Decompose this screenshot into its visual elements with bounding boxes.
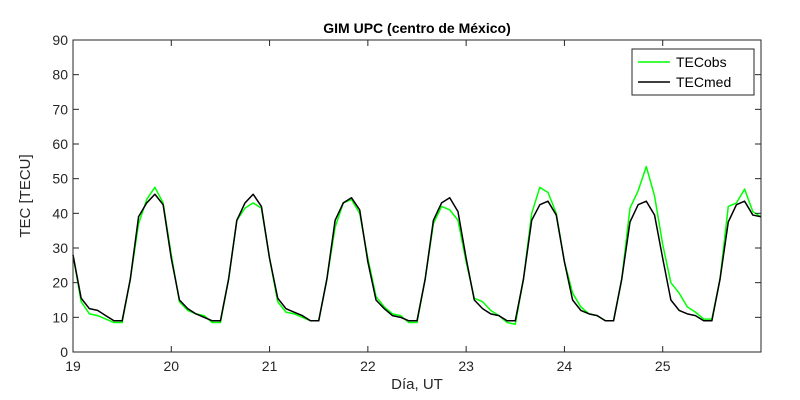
y-tick-label: 40 xyxy=(52,205,68,221)
y-tick-label: 70 xyxy=(52,101,68,117)
legend-box xyxy=(631,48,755,96)
plot-border xyxy=(72,39,762,353)
y-tick-label: 50 xyxy=(52,171,68,187)
legend: TECobs TECmed xyxy=(631,48,755,96)
y-tick-label: 30 xyxy=(52,240,68,256)
x-axis-title: Día, UT xyxy=(391,376,443,393)
y-tick-label: 0 xyxy=(60,344,68,360)
y-tick-label: 90 xyxy=(52,32,68,48)
y-tick-label: 60 xyxy=(52,136,68,152)
x-tick-label: 19 xyxy=(65,358,81,374)
series-line-tecobs xyxy=(72,165,762,326)
chart-title: GIM UPC (centro de México) xyxy=(323,20,510,36)
x-tick-label: 21 xyxy=(262,358,278,374)
x-tick-label: 24 xyxy=(557,358,573,374)
x-tick-label: 22 xyxy=(360,358,376,374)
y-tick-label: 20 xyxy=(52,275,68,291)
y-axis-title: TEC [TECU] xyxy=(17,154,34,237)
y-tick-label: 80 xyxy=(52,67,68,83)
y-tick-label: 10 xyxy=(52,309,68,325)
y-axis: 0 10 20 30 40 50 60 70 80 90 xyxy=(52,32,761,360)
x-tick-label: 20 xyxy=(163,358,179,374)
legend-label-tecmed: TECmed xyxy=(676,74,731,90)
x-tick-label: 23 xyxy=(458,358,474,374)
series-line-tecmed xyxy=(72,193,762,322)
x-tick-label: 25 xyxy=(655,358,671,374)
x-axis: 19 20 21 22 23 24 25 xyxy=(65,40,671,374)
series-layer xyxy=(72,165,762,326)
legend-label-tecobs: TECobs xyxy=(676,54,727,70)
